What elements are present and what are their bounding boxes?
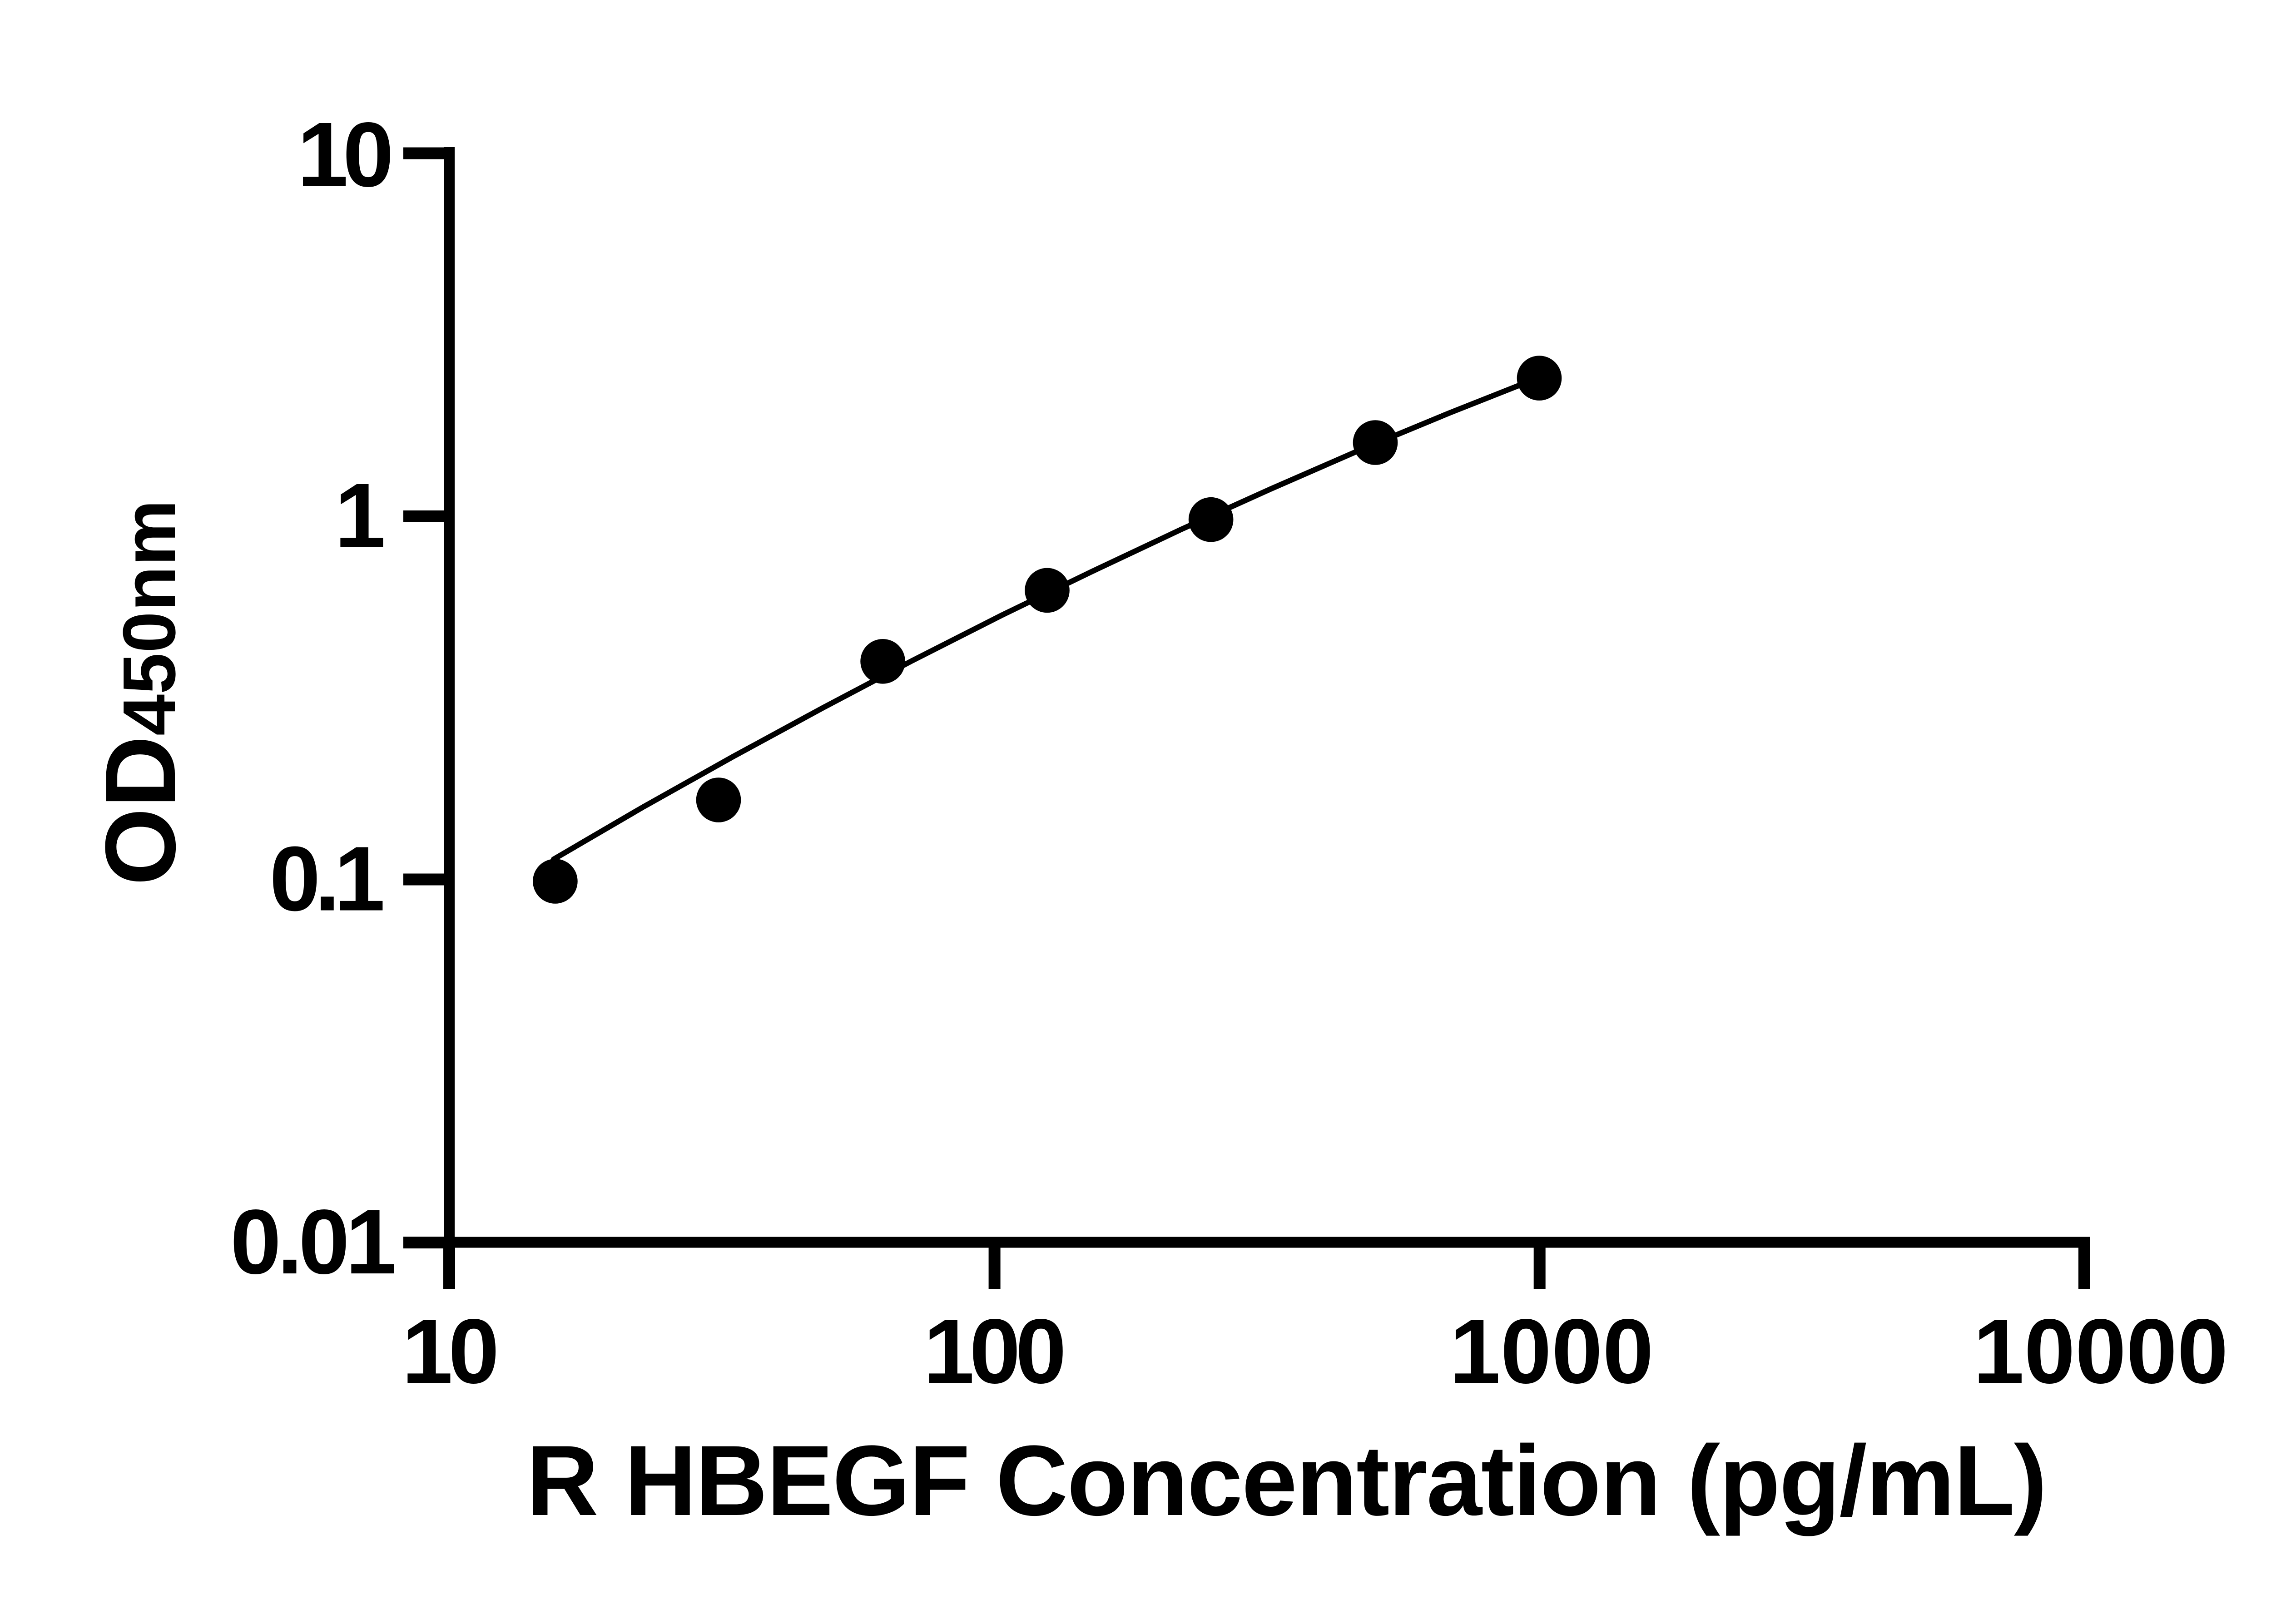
svg-text:10000: 10000	[1973, 1300, 2228, 1402]
svg-text:0.01: 0.01	[230, 1190, 394, 1293]
svg-text:10: 10	[297, 103, 390, 206]
svg-text:R HBEGF Concentration (pg/mL): R HBEGF Concentration (pg/mL)	[526, 1425, 2046, 1536]
svg-text:1: 1	[335, 464, 386, 567]
svg-text:100: 100	[923, 1300, 1063, 1402]
svg-text:0.1: 0.1	[269, 827, 382, 930]
svg-text:10: 10	[402, 1300, 496, 1402]
svg-text:1000: 1000	[1449, 1300, 1653, 1402]
